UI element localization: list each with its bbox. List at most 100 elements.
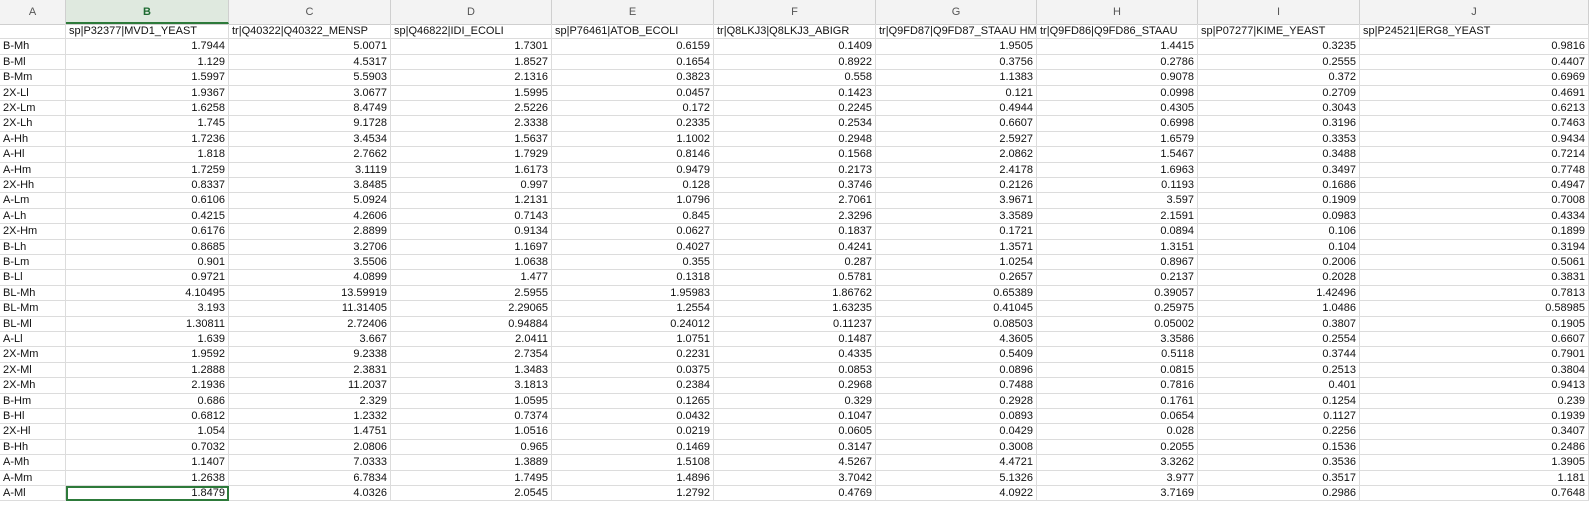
cell-b[interactable]: 2.1936 (66, 378, 229, 394)
column-header-f[interactable]: F (714, 0, 876, 24)
cell-b[interactable]: 1.639 (66, 332, 229, 348)
cell-e[interactable]: 0.9479 (552, 162, 714, 178)
cell-d[interactable]: 1.2131 (391, 193, 552, 209)
cell-g[interactable]: 0.0429 (876, 424, 1037, 440)
column-header-a[interactable]: A (0, 0, 66, 24)
cell-d[interactable]: 1.3483 (391, 362, 552, 379)
cell-e[interactable]: 0.8146 (552, 147, 714, 163)
cell-h[interactable]: 0.1761 (1037, 393, 1198, 409)
cell-i[interactable]: 0.1127 (1198, 409, 1360, 425)
cell-h[interactable]: 0.6998 (1037, 116, 1198, 132)
cell-h[interactable]: 0.2786 (1037, 54, 1198, 71)
cell-h[interactable]: tr|Q9FD86|Q9FD86_STAAU (1037, 24, 1198, 40)
cell-b[interactable]: 4.10495 (66, 285, 229, 302)
cell-h[interactable]: 3.7169 (1037, 486, 1198, 502)
cell-b[interactable]: 1.9367 (66, 85, 229, 101)
cell-g[interactable]: 0.0893 (876, 409, 1037, 425)
cell-i[interactable]: 0.1536 (1198, 439, 1360, 456)
cell-g[interactable]: 4.3605 (876, 332, 1037, 348)
cell-j[interactable]: 0.2486 (1360, 439, 1589, 456)
cell-c[interactable]: tr|Q40322|Q40322_MENSP (229, 24, 391, 40)
cell-c[interactable]: 11.2037 (229, 378, 391, 394)
cell-d[interactable]: 1.6173 (391, 162, 552, 178)
cell-b[interactable]: 1.745 (66, 116, 229, 132)
cell-c[interactable]: 9.2338 (229, 347, 391, 363)
cell-a[interactable]: A-Mm (0, 470, 66, 486)
cell-f[interactable]: 1.86762 (714, 285, 876, 302)
cell-i[interactable]: 0.1686 (1198, 178, 1360, 194)
cell-h[interactable]: 2.1591 (1037, 208, 1198, 225)
cell-b[interactable]: 1.1407 (66, 455, 229, 471)
cell-f[interactable]: 0.2968 (714, 378, 876, 394)
cell-d[interactable]: 0.7374 (391, 409, 552, 425)
cell-d[interactable]: 0.7143 (391, 208, 552, 225)
cell-i[interactable]: 0.3497 (1198, 162, 1360, 178)
cell-h[interactable]: 0.9078 (1037, 70, 1198, 86)
cell-f[interactable]: 0.2534 (714, 116, 876, 132)
cell-j[interactable]: 0.6213 (1360, 101, 1589, 117)
cell-h[interactable]: 0.0815 (1037, 362, 1198, 379)
cell-c[interactable]: 1.2332 (229, 409, 391, 425)
cell-i[interactable]: 1.0486 (1198, 301, 1360, 317)
cell-f[interactable]: 0.287 (714, 255, 876, 271)
cell-j[interactable]: 0.9816 (1360, 39, 1589, 55)
cell-c[interactable]: 3.8485 (229, 178, 391, 194)
cell-b[interactable]: 1.2638 (66, 470, 229, 486)
cell-d[interactable]: 1.0638 (391, 255, 552, 271)
cell-b[interactable]: 1.129 (66, 54, 229, 71)
cell-a[interactable]: 2X-Lh (0, 116, 66, 132)
cell-c[interactable]: 7.0333 (229, 455, 391, 471)
cell-i[interactable]: 0.2256 (1198, 424, 1360, 440)
cell-g[interactable]: 0.1721 (876, 224, 1037, 240)
cell-f[interactable]: tr|Q8LKJ3|Q8LKJ3_ABIGR (714, 24, 876, 40)
cell-h[interactable]: 0.2055 (1037, 439, 1198, 456)
cell-j[interactable]: 0.7648 (1360, 486, 1589, 502)
cell-i[interactable]: 0.3517 (1198, 470, 1360, 486)
cell-f[interactable]: 0.0853 (714, 362, 876, 379)
cell-j[interactable]: 0.6607 (1360, 332, 1589, 348)
cell-i[interactable]: 0.0983 (1198, 208, 1360, 225)
cell-j[interactable]: 0.7901 (1360, 347, 1589, 363)
cell-i[interactable]: 0.1254 (1198, 393, 1360, 409)
cell-a[interactable]: 2X-Ll (0, 85, 66, 101)
column-header-d[interactable]: D (391, 0, 552, 24)
cell-i[interactable]: 0.2006 (1198, 255, 1360, 271)
cell-e[interactable]: 0.0457 (552, 85, 714, 101)
cell-g[interactable]: 0.121 (876, 85, 1037, 101)
cell-i[interactable]: 0.3353 (1198, 131, 1360, 148)
cell-d[interactable]: 2.7354 (391, 347, 552, 363)
cell-e[interactable]: 1.4896 (552, 470, 714, 486)
cell-f[interactable]: 2.3296 (714, 208, 876, 225)
cell-f[interactable]: 0.1423 (714, 85, 876, 101)
cell-j[interactable]: 0.9434 (1360, 131, 1589, 148)
cell-h[interactable]: 0.05002 (1037, 316, 1198, 332)
cell-f[interactable]: 2.7061 (714, 193, 876, 209)
cell-e[interactable]: 0.0432 (552, 409, 714, 425)
cell-j[interactable]: 0.239 (1360, 393, 1589, 409)
cell-f[interactable]: 0.5781 (714, 270, 876, 286)
cell-g[interactable]: 0.3008 (876, 439, 1037, 456)
cell-j[interactable]: 1.3905 (1360, 455, 1589, 471)
cell-j[interactable]: sp|P24521|ERG8_YEAST (1360, 24, 1589, 40)
cell-g[interactable]: 2.5927 (876, 131, 1037, 148)
cell-d[interactable]: 1.5637 (391, 131, 552, 148)
cell-h[interactable]: 0.4305 (1037, 101, 1198, 117)
cell-j[interactable]: 0.4947 (1360, 178, 1589, 194)
cell-e[interactable]: 0.2335 (552, 116, 714, 132)
cell-h[interactable]: 1.6963 (1037, 162, 1198, 178)
cell-g[interactable]: 0.7488 (876, 378, 1037, 394)
cell-g[interactable]: tr|Q9FD87|Q9FD87_STAAU HMG (876, 24, 1037, 40)
cell-a[interactable]: B-Lh (0, 239, 66, 255)
cell-e[interactable]: 0.1469 (552, 439, 714, 456)
cell-d[interactable]: 0.94884 (391, 316, 552, 332)
cell-d[interactable]: 1.0516 (391, 424, 552, 440)
cell-d[interactable]: 2.0411 (391, 332, 552, 348)
cell-i[interactable]: 0.3196 (1198, 116, 1360, 132)
cell-d[interactable]: 1.8527 (391, 54, 552, 71)
cell-h[interactable]: 0.7816 (1037, 378, 1198, 394)
cell-b[interactable]: 0.4215 (66, 208, 229, 225)
cell-j[interactable]: 0.3407 (1360, 424, 1589, 440)
cell-f[interactable]: 4.5267 (714, 455, 876, 471)
cell-a[interactable]: A-Hm (0, 162, 66, 178)
cell-i[interactable]: 0.372 (1198, 70, 1360, 86)
